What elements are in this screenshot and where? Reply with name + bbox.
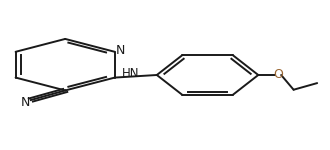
Text: N: N — [20, 96, 30, 109]
Text: O: O — [273, 69, 283, 81]
Text: N: N — [116, 44, 125, 57]
Text: HN: HN — [122, 67, 139, 80]
